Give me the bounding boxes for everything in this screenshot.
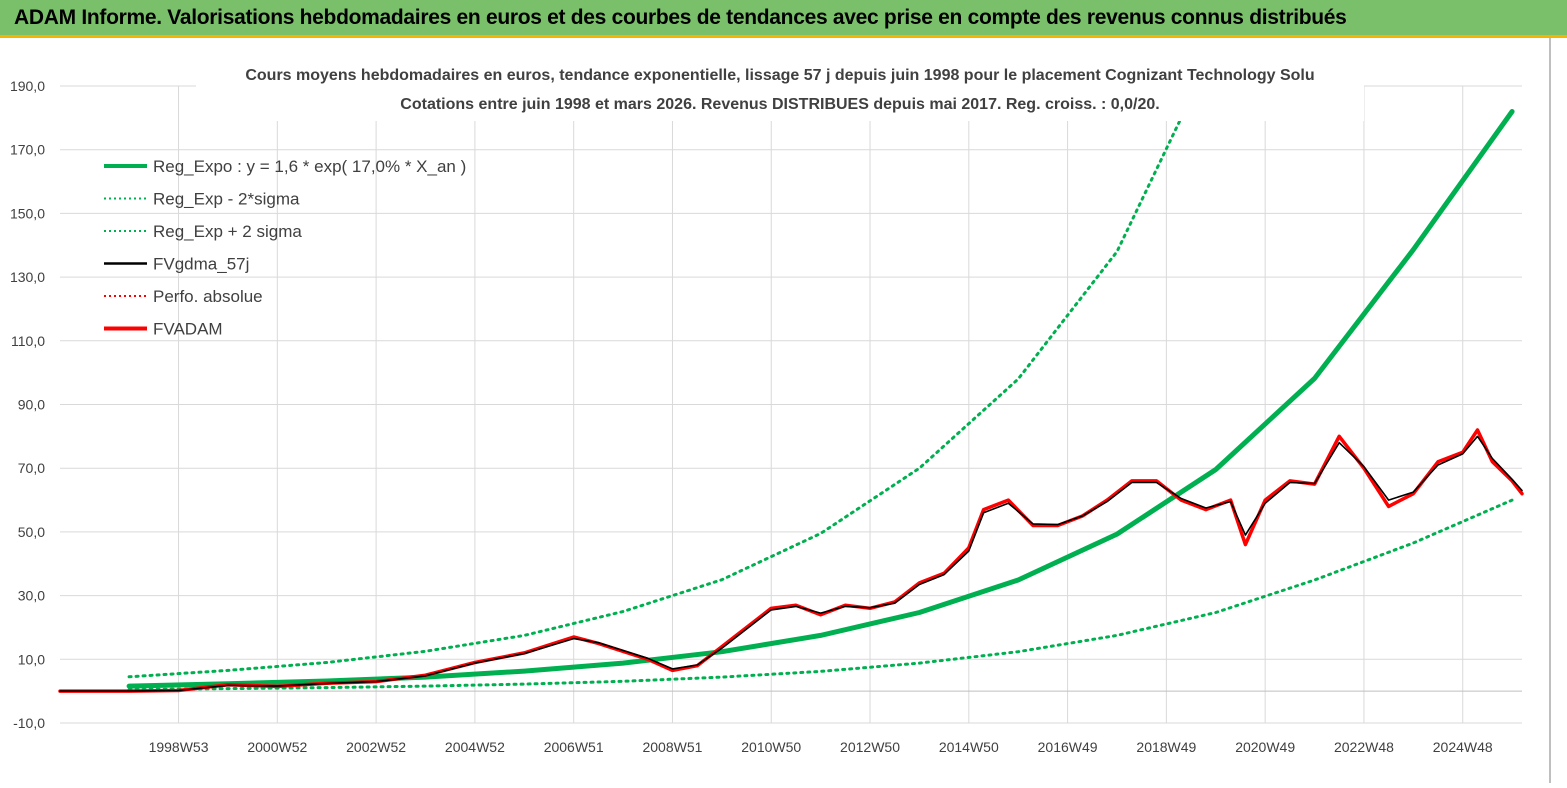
legend-label: Reg_Exp + 2 sigma [153, 222, 302, 241]
x-tick-label: 2018W49 [1136, 739, 1196, 755]
y-tick-label: 110,0 [11, 333, 45, 349]
chart-legend: Reg_Expo : y = 1,6 * exp( 17,0% * X_an )… [104, 157, 466, 339]
y-tick-label: 190,0 [10, 78, 45, 94]
x-tick-label: 2008W51 [642, 739, 702, 755]
y-tick-label: 70,0 [18, 460, 45, 476]
chart-title-background [196, 60, 1364, 121]
reg-expo-line [126, 109, 1515, 689]
y-tick-label: 130,0 [10, 269, 45, 285]
x-tick-label: 1998W53 [149, 739, 209, 755]
x-tick-label: 2012W50 [840, 739, 900, 755]
fvadam-line [58, 428, 1524, 693]
legend-label: Reg_Exp - 2*sigma [153, 190, 300, 209]
chart-frame-edge [1549, 38, 1551, 783]
y-tick-label: 30,0 [18, 588, 45, 604]
reg-exp-minus-2-sigma-line [127, 498, 1514, 692]
y-tick-label: 150,0 [10, 205, 45, 221]
fvgdma-57j-line [59, 435, 1523, 692]
chart-title-line-1: Cours moyens hebdomadaires en euros, ten… [245, 67, 1314, 84]
reg-exp-plus-2-sigma-line [127, 84, 1208, 679]
line-chart: -10,0 10,0 30,0 50,0 70,0 90,0 110,0 130,0 150,0… [10, 60, 1524, 755]
x-tick-label: 2024W48 [1433, 739, 1493, 755]
x-tick-label: 2022W48 [1334, 739, 1394, 755]
x-tick-label: 2010W50 [741, 739, 801, 755]
y-tick-label: 50,0 [18, 524, 45, 540]
y-tick-label: 10,0 [18, 651, 45, 667]
legend-label: Reg_Expo : y = 1,6 * exp( 17,0% * X_an ) [153, 157, 466, 176]
x-tick-label: 2020W49 [1235, 739, 1295, 755]
chart-title-line-2: Cotations entre juin 1998 et mars 2026. … [400, 96, 1159, 113]
x-tick-label: 2014W50 [939, 739, 999, 755]
y-tick-label: -10,0 [13, 715, 45, 731]
header-title-bar: ADAM Informe. Valorisations hebdomadaire… [0, 0, 1567, 38]
x-tick-label: 2006W51 [544, 739, 604, 755]
y-tick-label: 170,0 [10, 142, 45, 158]
legend-label: Perfo. absolue [153, 287, 263, 306]
legend-label: FVgdma_57j [153, 255, 249, 274]
chart-area: -10,0 10,0 30,0 50,0 70,0 90,0 110,0 130,0 150,0… [0, 38, 1567, 783]
legend-label: FVADAM [153, 320, 223, 339]
x-tick-label: 2002W52 [346, 739, 406, 755]
header-title: ADAM Informe. Valorisations hebdomadaire… [14, 6, 1347, 29]
y-tick-label: 90,0 [18, 397, 45, 413]
x-tick-label: 2004W52 [445, 739, 505, 755]
x-tick-label: 2000W52 [247, 739, 307, 755]
x-tick-label: 2016W49 [1038, 739, 1098, 755]
